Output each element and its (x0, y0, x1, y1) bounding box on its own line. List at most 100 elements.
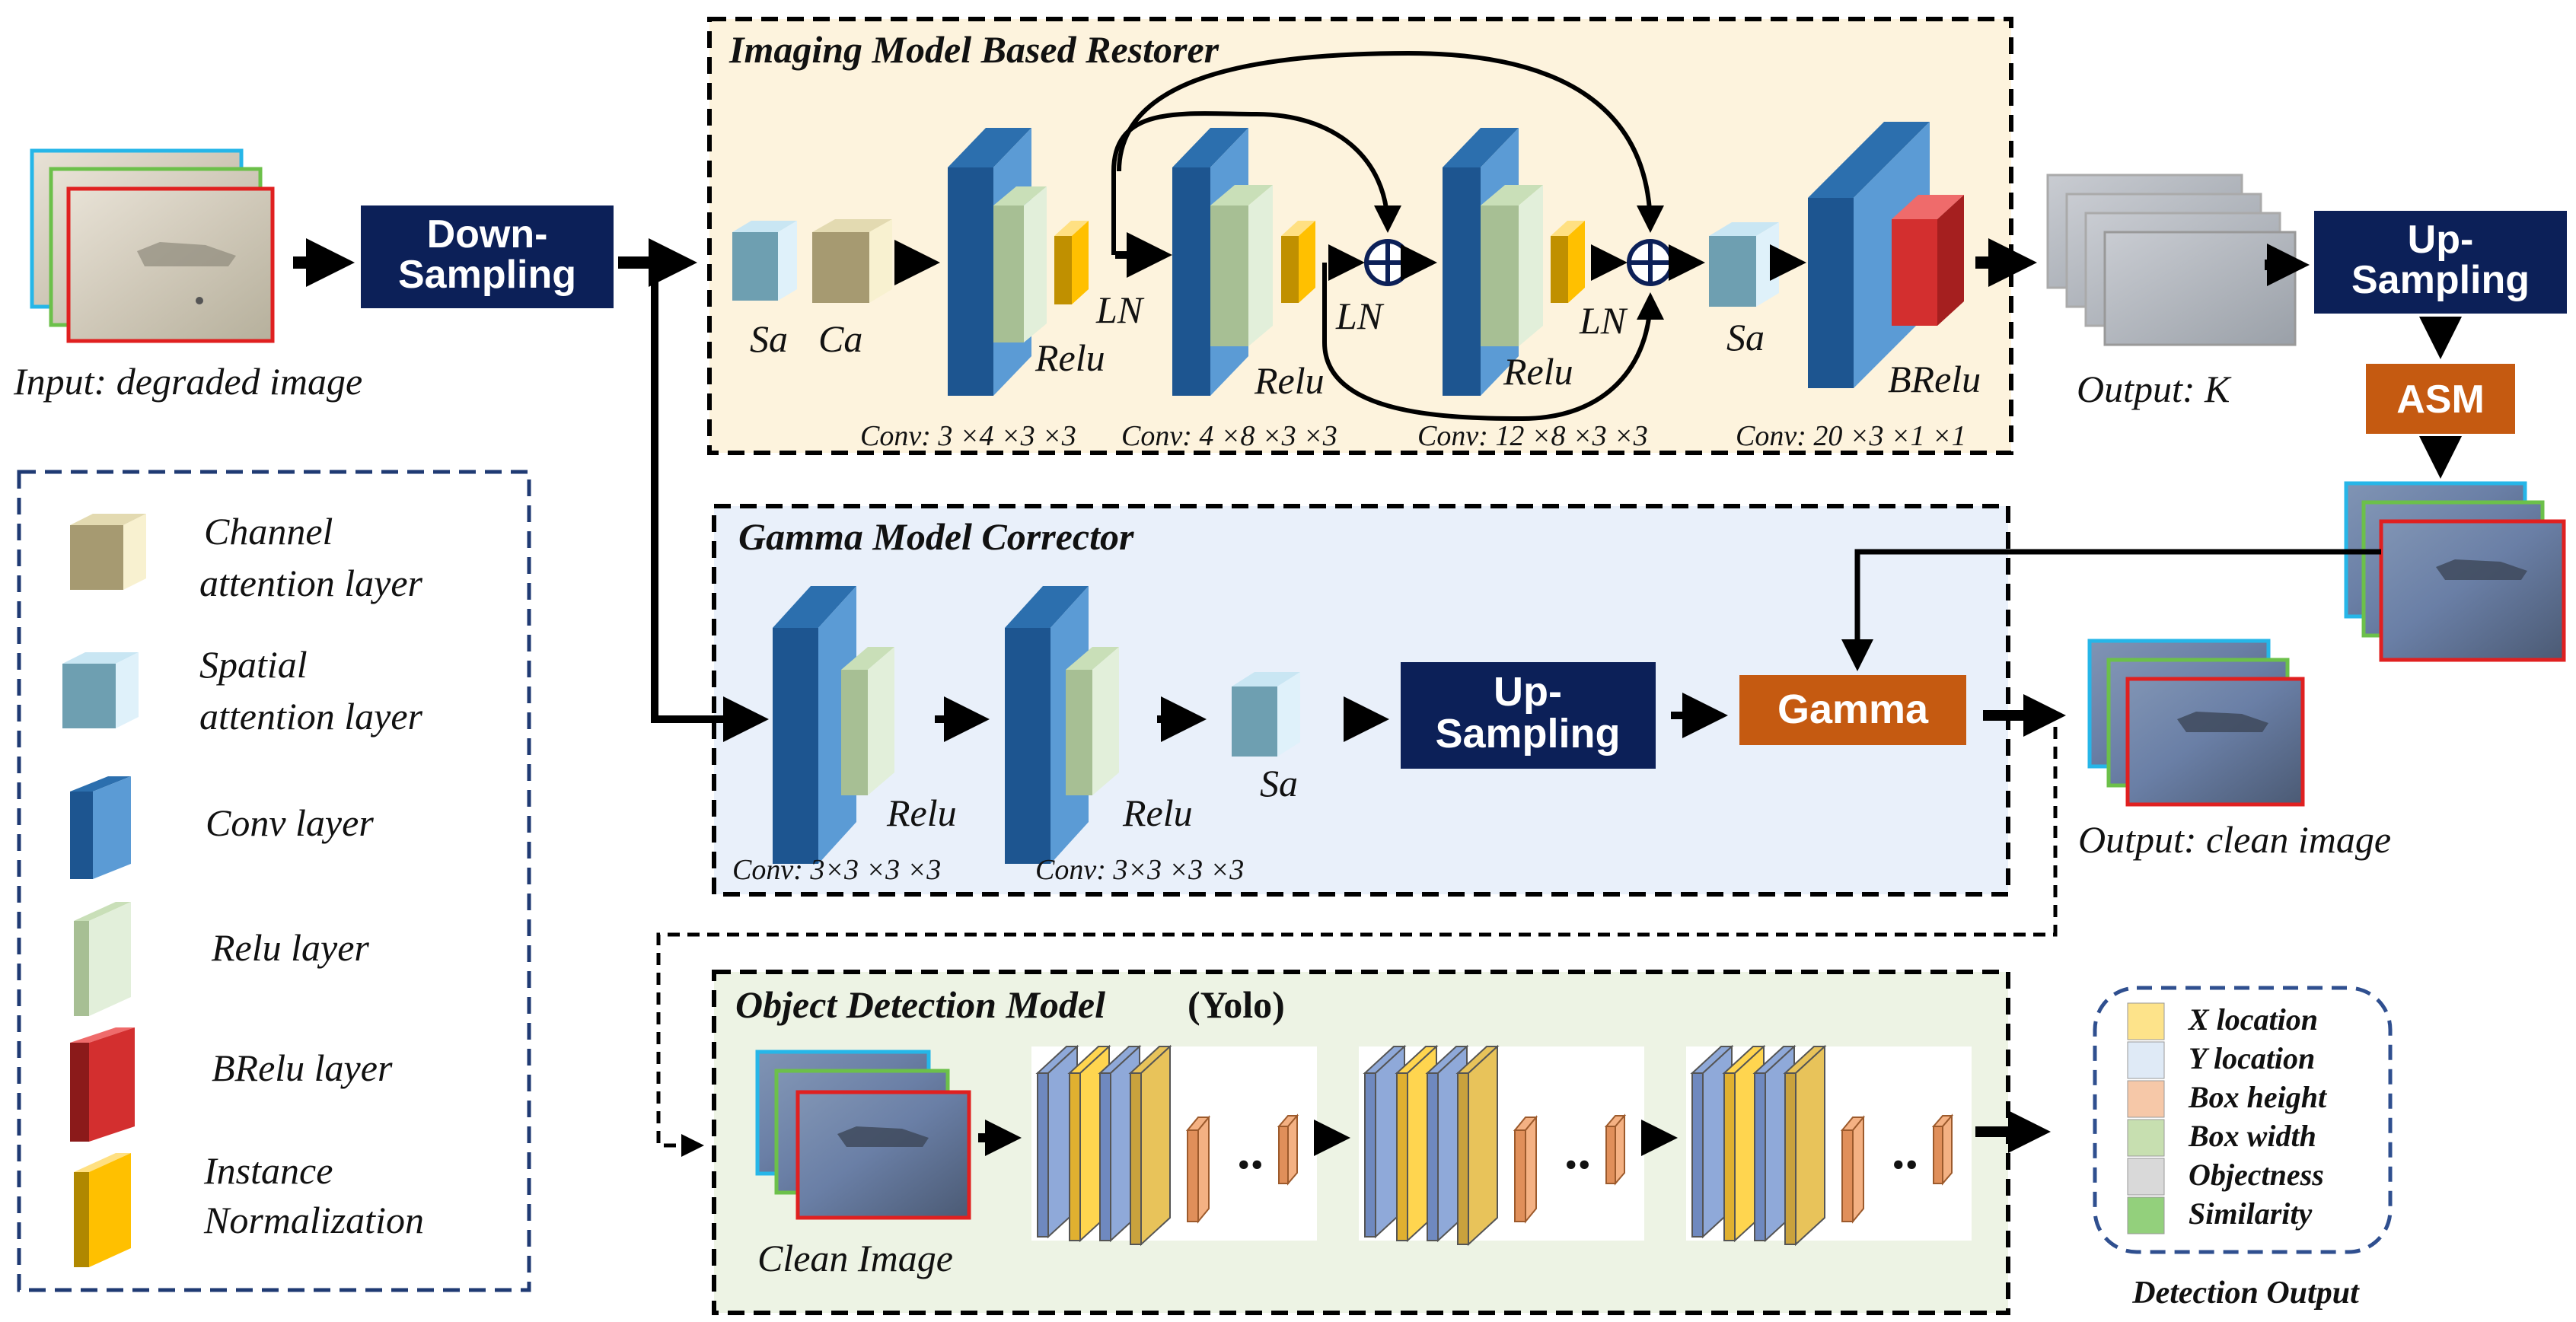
input-caption: Input: degraded image (13, 360, 362, 403)
svg-text:Gamma: Gamma (1777, 686, 1929, 732)
sum-node-1 (1364, 239, 1411, 286)
asm-output-image-stack (2344, 481, 2566, 662)
yolo-group-1: .. (1031, 1044, 1317, 1247)
svg-text:Down-: Down- (427, 212, 548, 256)
gamma-title: Gamma Model Corrector (738, 515, 1134, 558)
yolo-head-face (1514, 1129, 1526, 1222)
restorer-norm-block-3 (1551, 221, 1585, 303)
restorer-title: Imaging Model Based Restorer (728, 28, 1219, 71)
detection-swatch (2127, 1196, 2165, 1234)
restorer-norm-block-2 (1281, 221, 1315, 303)
restorer-relu-label-2: Relu (1254, 359, 1325, 402)
detection-swatch (2127, 1041, 2165, 1079)
down-sampling-button[interactable]: Down- Sampling (361, 205, 614, 308)
clean-output-caption: Output: clean image (2078, 818, 2391, 861)
yolo-small-face (1278, 1126, 1289, 1184)
svg-text:Up-: Up- (1494, 669, 1562, 715)
restorer-brelu-label: BRelu (1888, 358, 1981, 400)
yolo-slab-face (1691, 1072, 1704, 1238)
legend-label-spatial-2: attention layer (199, 695, 423, 737)
restorer-relu-block-3 (1481, 185, 1543, 346)
legend-icon-spatial-attention (62, 652, 139, 728)
restorer-norm-block-1 (1054, 221, 1089, 304)
gamma-conv-label-1: Conv: 3×3 ×3 ×3 (732, 854, 941, 886)
yolo-slab-face (1784, 1072, 1797, 1245)
asm-button[interactable]: ASM (2366, 364, 2515, 434)
yolo-layer-groups: ...... (1031, 1044, 1972, 1247)
detection-item-label: X location (2187, 1002, 2318, 1037)
detection-output-title: Detection Output (2131, 1276, 2360, 1311)
gamma-sa-cube (1232, 672, 1300, 757)
dashed-connector-to-detector (656, 727, 2058, 1157)
yolo-slab-face (1037, 1072, 1049, 1238)
clean-image-caption: Clean Image (757, 1237, 953, 1279)
yolo-slab-side (1468, 1044, 1498, 1247)
output-k-image-stack (2046, 174, 2297, 346)
legend: Channel attention layer Spatial attentio… (17, 470, 531, 1292)
yolo-head-side (1197, 1115, 1210, 1224)
restorer-relu-label-3: Relu (1503, 350, 1573, 393)
yolo-slab-face (1130, 1072, 1142, 1245)
yolo-slab-face (1457, 1072, 1469, 1245)
legend-label-instance-2: Normalization (203, 1199, 424, 1241)
yolo-small-face (1605, 1126, 1616, 1184)
legend-label-channel-2: attention layer (199, 562, 423, 604)
yolo-head-side (1525, 1115, 1537, 1224)
gamma-button[interactable]: Gamma (1739, 675, 1966, 745)
up-sampling-top-button[interactable]: Up- Sampling (2314, 211, 2567, 314)
restorer-sa-label-2: Sa (1726, 316, 1765, 358)
yolo-small-side (1615, 1113, 1625, 1186)
restorer-ln-label-1: LN (1095, 288, 1145, 331)
clean-output-image-stack (2087, 639, 2305, 807)
legend-label-channel-1: Channel (204, 510, 333, 553)
yolo-dots: .. (1237, 1122, 1264, 1180)
up-sampling-mid-button[interactable]: Up- Sampling (1401, 662, 1656, 769)
yolo-head-face (1841, 1129, 1854, 1222)
restorer-ln-label-3: LN (1579, 299, 1628, 342)
yolo-small-side (1287, 1113, 1298, 1186)
restorer-sa-label-1: Sa (750, 317, 788, 360)
detection-swatch (2127, 1158, 2165, 1196)
yolo-slab-face (1754, 1072, 1766, 1241)
yolo-group-3: .. (1686, 1044, 1972, 1247)
restorer-conv-label-2: Conv: 4 ×8 ×3 ×3 (1121, 420, 1337, 452)
yolo-slab-face (1364, 1072, 1376, 1238)
legend-label-conv: Conv layer (206, 801, 374, 844)
yolo-slab-side (1140, 1044, 1171, 1247)
clean-image-stack (755, 1050, 971, 1220)
output-k-caption: Output: K (2077, 368, 2232, 410)
restorer-ln-label-2: LN (1335, 295, 1385, 337)
yolo-slab-side (1795, 1044, 1825, 1247)
detection-swatch (2127, 1119, 2165, 1157)
detector-title-suffix: (Yolo) (1188, 983, 1285, 1026)
sum-node-2 (1627, 239, 1674, 286)
svg-text:Sampling: Sampling (398, 253, 576, 297)
restorer-relu-block-2 (1210, 185, 1273, 346)
legend-icon-conv (70, 776, 131, 879)
legend-label-instance-1: Instance (203, 1149, 333, 1192)
skip-connection-2 (1117, 50, 1664, 233)
gamma-relu-label-1: Relu (886, 792, 957, 834)
detector-title: Object Detection Model (735, 983, 1105, 1026)
restorer-sa-cube-2 (1709, 222, 1779, 307)
legend-icon-channel-attention (70, 514, 146, 590)
yolo-slab-face (1396, 1072, 1408, 1241)
legend-label-spatial-1: Spatial (199, 643, 308, 686)
gamma-relu-block-2 (1066, 647, 1119, 795)
legend-icon-instance-norm (74, 1153, 131, 1267)
detection-output-box: X location Y location Box height Box width O… (2093, 986, 2393, 1311)
svg-text:ASM: ASM (2396, 377, 2485, 422)
restorer-ca-cube (812, 219, 892, 303)
restorer-sa-cube-1 (732, 221, 797, 301)
skip-connection-3 (1322, 263, 1664, 422)
restorer-relu-block-1 (993, 186, 1047, 342)
restorer-brelu-block (1892, 195, 1964, 326)
yolo-slab-face (1723, 1072, 1736, 1241)
legend-label-relu: Relu layer (211, 926, 369, 969)
restorer-conv-label-4: Conv: 20 ×3 ×1 ×1 (1736, 420, 1966, 452)
detection-item-label: Objectness (2189, 1158, 2324, 1192)
svg-text:Sampling: Sampling (2351, 258, 2530, 302)
svg-text:Sampling: Sampling (1435, 711, 1620, 757)
gamma-relu-block-1 (841, 647, 894, 795)
